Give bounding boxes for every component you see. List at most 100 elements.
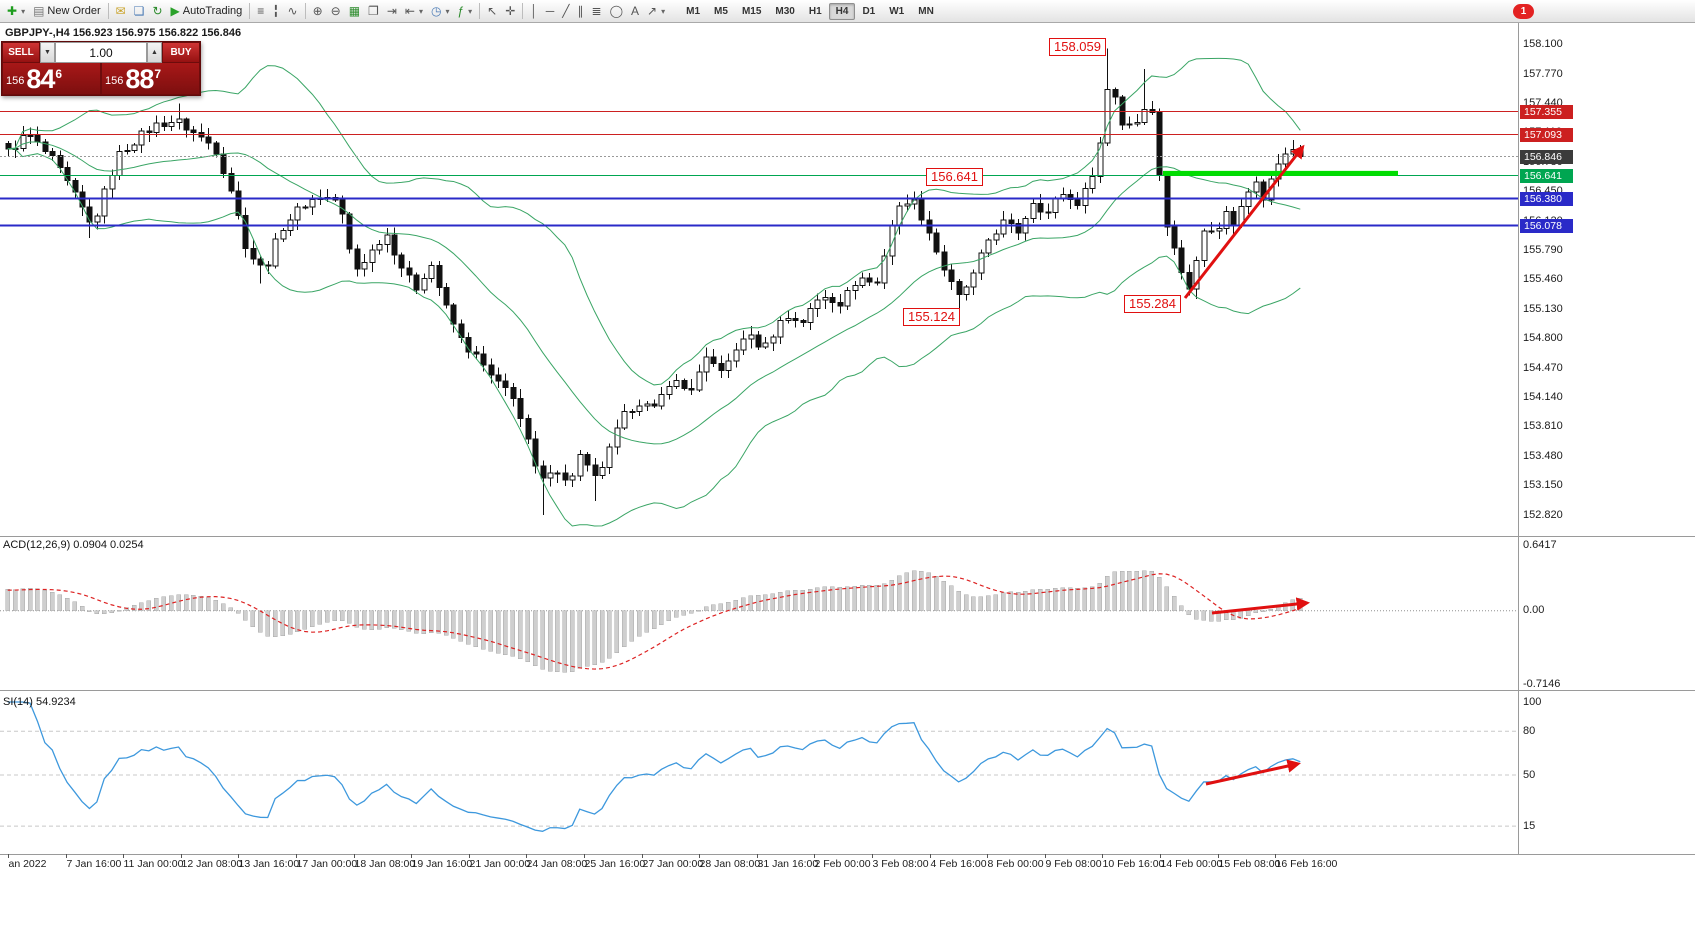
sell-price-big: 84 (26, 64, 55, 94)
mail-icon: ✉ (115, 4, 126, 18)
text-label-button[interactable]: A (627, 2, 643, 21)
buy-price-pipette: 7 (154, 67, 162, 81)
tile-windows-button[interactable]: ▦ (345, 2, 364, 21)
timeframe-m1-button[interactable]: M1 (686, 5, 701, 17)
timeframe-m30-button[interactable]: M30 (775, 5, 795, 17)
auto-scroll-icon: ⇥ (386, 4, 397, 18)
crosshair-button[interactable]: ✛ (501, 2, 519, 21)
autotrading-label: AutoTrading (182, 5, 243, 17)
toolbar: ✚ ▾ ▤ New Order ✉ ❏ ↻ ▶ AutoTrading ≡ ╏ ∿ ⊕ ⊖ ▦ ❐ ⇥ ⇤ ▾ ◷ ▾ ƒ… (0, 0, 1695, 23)
vertical-line-button[interactable]: │ (526, 2, 542, 21)
symbol-ohlc-header: GBPJPY-,H4 156.923 156.975 156.822 156.8… (5, 27, 242, 39)
arrow-tools-icon: ↗ (647, 4, 658, 18)
mail-button[interactable]: ✉ (112, 2, 130, 21)
fibonacci-icon: ≣ (591, 4, 602, 18)
print-button[interactable]: ❏ (130, 2, 149, 21)
periods-button[interactable]: ◷ ▾ (427, 2, 454, 21)
cursor-icon: ↖ (487, 4, 498, 18)
volume-input[interactable] (55, 42, 147, 63)
volume-increase-button[interactable]: ▲ (147, 42, 162, 63)
auto-scroll-button[interactable]: ⇥ (383, 2, 401, 21)
dropdown-arrow-icon[interactable]: ▾ (661, 6, 666, 16)
dropdown-arrow-icon[interactable]: ▾ (468, 6, 473, 16)
trade-panel-price-row: 156 84 6 156 88 7 (2, 63, 200, 95)
sell-price-prefix: 156 (6, 75, 25, 87)
arrow-tools-button[interactable]: ↗ ▾ (643, 2, 669, 21)
zoom-out-button[interactable]: ⊖ (327, 2, 345, 21)
buy-price-button[interactable]: 156 88 7 (101, 63, 200, 95)
new-order-label: New Order (47, 5, 101, 17)
rsi-line (7, 701, 1301, 832)
fibonacci-button[interactable]: ≣ (588, 2, 606, 21)
trend-arrow-macd[interactable] (1211, 597, 1311, 615)
zoom-in-icon: ⊕ (312, 4, 323, 18)
trend-arrow-rsi[interactable] (1205, 759, 1301, 786)
new-chart-button[interactable]: ✚ ▾ (3, 2, 29, 21)
timeframe-m5-button[interactable]: M5 (714, 5, 728, 17)
rsi-indicator-label: SI(14) 54.9234 (3, 696, 76, 708)
bar-chart-button[interactable]: ≡ (253, 2, 268, 21)
sell-price-pipette: 6 (55, 67, 63, 81)
sell-price-button[interactable]: 156 84 6 (2, 63, 101, 95)
autotrading-button[interactable]: ▶ AutoTrading (167, 2, 247, 21)
toolbar-separator (304, 3, 306, 19)
toolbar-separator (522, 3, 524, 19)
buy-price-big: 88 (125, 64, 154, 94)
text-label-icon: A (631, 4, 640, 18)
bollinger-bands (7, 57, 1301, 527)
print-icon: ❏ (133, 4, 145, 18)
notification-badge[interactable]: 1 (1513, 3, 1534, 19)
timeframe-mn-button[interactable]: MN (918, 5, 934, 17)
line-chart-button[interactable]: ∿ (284, 2, 302, 21)
refresh-icon: ↻ (152, 4, 163, 18)
time-axis-ticks (8, 854, 1276, 858)
horizontal-line-button[interactable]: ─ (542, 2, 559, 21)
timeframe-m15-button[interactable]: M15 (741, 5, 762, 17)
trade-panel-top-row: SELL ▼ ▲ BUY (2, 42, 200, 63)
sell-button[interactable]: SELL (2, 42, 40, 63)
toolbar-separator (249, 3, 251, 19)
timeframe-h4-button[interactable]: H4 (828, 2, 856, 20)
indicators-button[interactable]: ƒ ▾ (453, 2, 476, 21)
new-order-button[interactable]: ▤ New Order (29, 2, 105, 21)
toolbar-separator (107, 3, 109, 19)
cascade-windows-button[interactable]: ❐ (364, 2, 383, 21)
timeframe-w1-button[interactable]: W1 (889, 5, 905, 17)
timeframe-toolbar: M1 M5 M15 M30 H1 H4 D1 W1 MN (679, 2, 941, 20)
dropdown-arrow-icon[interactable]: ▾ (445, 6, 450, 16)
crosshair-icon: ✛ (505, 4, 516, 18)
trendline-button[interactable]: ╱ (558, 2, 573, 21)
equidistant-channel-button[interactable]: ∥ (574, 2, 588, 21)
new-chart-icon: ✚ (7, 4, 18, 18)
buy-price-prefix: 156 (105, 75, 124, 87)
candlestick-chart-button[interactable]: ╏ (268, 2, 283, 21)
chart-shift-button[interactable]: ⇤ ▾ (401, 2, 427, 21)
indicators-icon: ƒ (457, 4, 465, 18)
timeframe-h1-button[interactable]: H1 (808, 5, 822, 17)
timeframe-d1-button[interactable]: D1 (862, 5, 876, 17)
volume-decrease-button[interactable]: ▼ (40, 42, 55, 63)
equidistant-channel-icon: ∥ (577, 4, 584, 18)
dropdown-arrow-icon[interactable]: ▾ (21, 6, 26, 16)
shapes-button[interactable]: ◯ (606, 2, 627, 21)
bar-chart-icon: ≡ (257, 4, 265, 18)
trend-arrow-price[interactable] (1183, 144, 1305, 299)
vertical-line-icon: │ (530, 4, 538, 18)
panel-separators (0, 23, 1695, 855)
horizontal-line-icon: ─ (545, 4, 555, 18)
periods-icon: ◷ (430, 4, 442, 18)
candlesticks (5, 48, 1304, 516)
autotrading-icon: ▶ (170, 4, 180, 18)
dropdown-arrow-icon[interactable]: ▾ (418, 6, 423, 16)
toolbar-separator (479, 3, 481, 19)
buy-button[interactable]: BUY (162, 42, 200, 63)
macd-indicator-label: ACD(12,26,9) 0.0904 0.0254 (3, 539, 144, 551)
macd-signal-line (7, 573, 1301, 670)
cursor-button[interactable]: ↖ (483, 2, 501, 21)
new-order-icon: ▤ (33, 4, 45, 18)
zoom-in-button[interactable]: ⊕ (309, 2, 327, 21)
refresh-button[interactable]: ↻ (148, 2, 166, 21)
horizontal-level-lines[interactable] (0, 111, 1518, 227)
line-chart-icon: ∿ (287, 4, 298, 18)
